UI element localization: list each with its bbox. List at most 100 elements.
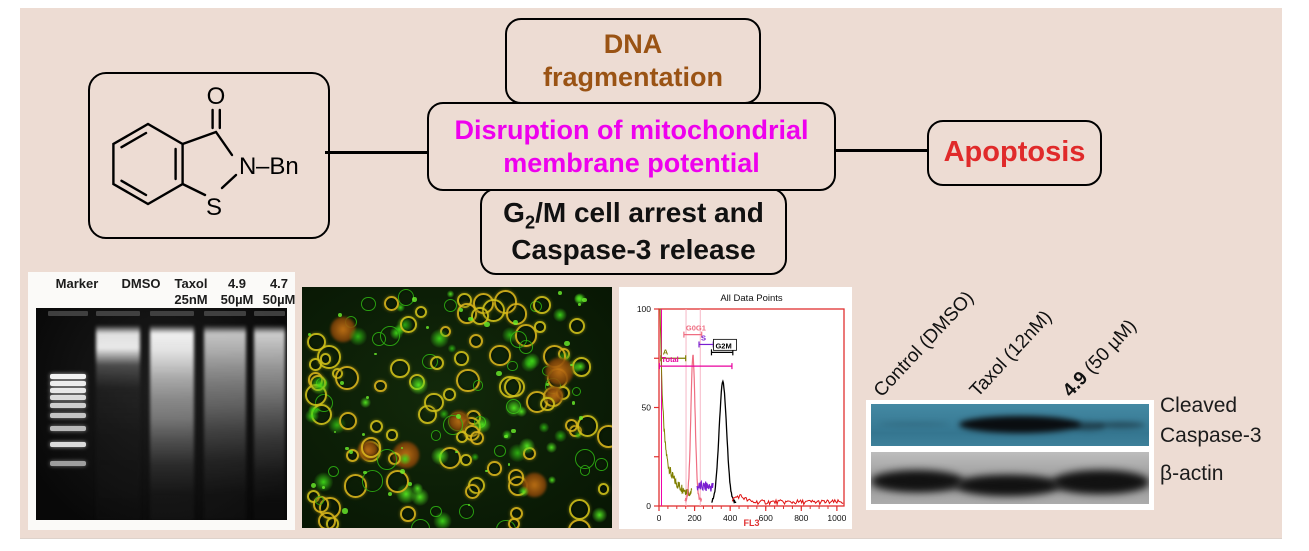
ladder-band <box>50 426 86 431</box>
gel-marker-ladder <box>48 308 88 520</box>
cell <box>393 324 405 335</box>
cell <box>455 431 468 444</box>
cell <box>399 315 417 333</box>
cell <box>348 327 368 346</box>
gel-image <box>36 308 287 520</box>
oxygen-label: O <box>207 83 226 110</box>
cell-dot <box>546 383 549 386</box>
cell <box>443 388 456 401</box>
svg-text:A: A <box>663 347 669 356</box>
g2m-arrest-box: G2/M cell arrest and Caspase-3 release <box>480 188 787 275</box>
cell-dot <box>339 380 345 385</box>
svg-text:100: 100 <box>637 304 651 314</box>
cell-dot <box>582 297 587 303</box>
cell <box>592 507 608 523</box>
cell <box>469 333 484 348</box>
cell <box>553 307 568 322</box>
cell-dot <box>310 483 317 489</box>
cell-dot <box>496 371 502 377</box>
cell-dot <box>485 470 488 473</box>
cell-dot <box>507 463 511 466</box>
blot-row-label-cleaved: Cleaved <box>1160 394 1238 417</box>
gel-lane-taxol <box>150 308 194 520</box>
cell-dot <box>455 413 461 419</box>
cell <box>569 317 586 334</box>
cell <box>545 357 575 387</box>
svg-text:0: 0 <box>657 513 662 523</box>
apoptosis-label: Apoptosis <box>943 136 1086 169</box>
cell <box>377 449 398 470</box>
cell-dot <box>468 504 471 507</box>
cell <box>438 408 450 420</box>
cell <box>319 353 332 366</box>
cell-dot <box>455 451 458 454</box>
cell-dot <box>578 302 582 306</box>
cell <box>339 411 358 430</box>
cell <box>446 290 455 299</box>
cell <box>568 499 590 521</box>
cell <box>383 295 400 312</box>
cell <box>471 307 489 326</box>
cell <box>459 453 472 466</box>
cell <box>598 483 610 495</box>
benzyl-substituent-label: –Bn <box>256 153 299 180</box>
cell-dot <box>338 313 343 318</box>
cell <box>361 470 384 492</box>
gel-lane-label-taxol: Taxol <box>174 276 208 291</box>
cell <box>470 431 484 445</box>
cell-dot <box>558 291 562 295</box>
gel-lane-label-marker: Marker <box>55 276 99 291</box>
svg-text:All Data Points: All Data Points <box>720 293 783 304</box>
mito-line2: membrane potential <box>503 147 760 178</box>
cell-dot <box>363 470 367 475</box>
cell <box>472 380 484 391</box>
svg-text:S: S <box>701 333 706 342</box>
cell <box>507 469 525 486</box>
cell <box>414 306 428 319</box>
dna-line1: DNA <box>603 29 663 60</box>
cell-dot <box>366 395 370 399</box>
cell-dot <box>400 469 405 475</box>
cell <box>579 465 591 477</box>
cell <box>573 292 587 306</box>
gel-lane-dmso <box>96 308 140 520</box>
fluorescence-microscopy-panel <box>302 287 612 528</box>
cell <box>328 465 340 477</box>
cell-dot <box>348 450 353 455</box>
svg-text:200: 200 <box>687 513 701 523</box>
cell <box>538 421 550 433</box>
svg-text:0: 0 <box>646 501 651 511</box>
cell <box>494 445 507 457</box>
cell <box>359 397 371 408</box>
g2m-line2: Caspase-3 release <box>511 234 756 266</box>
cell <box>532 295 551 314</box>
cell <box>508 518 521 528</box>
cell-dot <box>345 446 350 451</box>
cell-dot <box>571 401 576 405</box>
cell <box>564 419 578 433</box>
cell <box>307 332 327 352</box>
svg-text:800: 800 <box>794 513 808 523</box>
cell <box>524 353 540 369</box>
cell <box>429 356 444 371</box>
cell <box>502 429 512 440</box>
cell <box>430 430 442 441</box>
cell <box>408 374 429 395</box>
cell <box>595 457 608 471</box>
cell <box>504 398 524 418</box>
apoptosis-box: Apoptosis <box>927 120 1102 186</box>
beta-actin-blot <box>871 452 1149 504</box>
chemical-structure-box: O N –Bn S <box>88 72 330 239</box>
cell-dot <box>408 481 412 486</box>
cell <box>471 453 479 461</box>
cell-dot <box>484 322 490 328</box>
blot-row-label-caspase3: Caspase-3 <box>1160 424 1262 447</box>
cell <box>386 429 398 441</box>
svg-text:400: 400 <box>723 513 737 523</box>
ladder-band <box>50 388 86 393</box>
cell-dot <box>579 416 583 420</box>
blot-band-49 <box>1097 422 1145 428</box>
cell-dot <box>361 432 366 437</box>
svg-text:G2M: G2M <box>715 341 731 350</box>
ladder-band <box>50 374 86 379</box>
